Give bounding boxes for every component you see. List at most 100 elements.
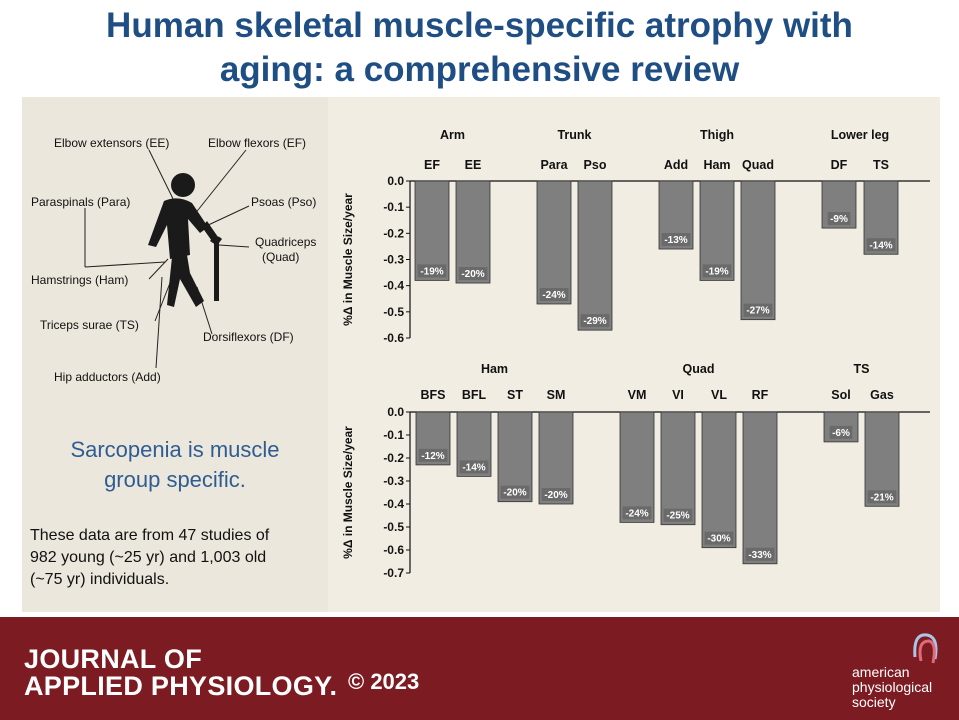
journal-name-line-2: APPLIED PHYSIOLOGY. [24,671,338,701]
publisher-name-line-2: physiological [852,679,933,695]
y-tick-label: -0.7 [383,566,404,580]
data-label-background [418,448,448,462]
data-label-background [458,267,488,281]
data-label-sm: -20% [544,490,567,501]
chart-top-muscle-groups: 0.0 -0.1 -0.2 -0.3 -0.4 -0.5 -0.6 %Δ in Muscle … [341,128,930,345]
data-label-add: -13% [664,235,687,246]
bar-ham [699,180,735,281]
journal-name-line-1: JOURNAL OF [24,644,203,674]
bar-vi [660,411,696,526]
data-label-background [417,264,447,278]
copyright-text: © 2023 [348,669,420,694]
data-label-sol: -6% [832,428,850,439]
bar-vl [701,411,737,549]
bar-pso [577,180,613,331]
category-label-vm: VM [628,388,647,402]
label-paraspinals: Paraspinals (Para) [31,195,131,209]
studies-note-line-1: These data are from 47 studies of [30,527,270,544]
y-tick-label: -0.5 [383,520,404,534]
aps-logo-icon [913,633,938,664]
data-label-background [827,212,851,226]
data-label-background [866,238,896,252]
key-message-line-2: group specific. [104,467,246,492]
bar-rf [742,411,778,565]
data-label-ee: -20% [461,269,484,280]
category-label-sol: Sol [831,388,850,402]
data-label-background [541,488,571,501]
y-tick-label: -0.6 [383,543,404,557]
group-label-arm: Arm [440,128,465,142]
chart-bottom-subgroups: 0.0 -0.1 -0.2 -0.3 -0.4 -0.5 -0.6 -0.7 %Δ in Mus… [341,362,930,580]
category-label-ts: TS [873,158,889,172]
data-label-ef: -19% [420,266,443,277]
y-tick-label: -0.1 [383,200,404,214]
data-label-background [704,531,734,545]
y-tick-label: -0.3 [383,253,404,267]
category-label-ham: Ham [703,158,730,172]
category-label-rf: RF [752,388,769,402]
data-label-background [580,314,610,328]
category-label-st: ST [507,388,523,402]
data-label-bfl: -14% [462,462,485,473]
group-label-ts: TS [854,362,870,376]
bar-ee [455,180,491,284]
category-label-quad: Quad [742,158,774,172]
category-label-ee: EE [465,158,482,172]
publisher-name-line-1: american [852,664,910,680]
publisher-name-line-3: society [852,694,896,710]
y-tick-label: -0.2 [383,451,404,465]
page-title-line-2: aging: a comprehensive review [219,50,740,89]
y-tick-label: -0.6 [383,331,404,345]
y-axis-label: %Δ in Muscle Size/year [341,426,355,559]
data-label-ham: -19% [705,266,728,277]
data-label-vl: -30% [707,534,730,545]
data-label-df: -9% [830,214,848,225]
data-label-vm: -24% [625,508,648,519]
group-label-ham: Ham [481,362,508,376]
data-label-background [622,506,652,520]
elderly-person-illustration [84,149,250,369]
data-label-rf: -33% [748,550,771,561]
data-label-background [663,508,693,522]
category-label-bfl: BFL [462,388,487,402]
bar-para [536,180,572,305]
label-quadriceps-abbr: (Quad) [262,250,300,264]
data-label-bfs: -12% [421,451,444,462]
category-label-sm: SM [547,388,566,402]
category-label-ef: EF [424,158,440,172]
data-label-pso: -29% [583,316,606,327]
y-tick-label: -0.1 [383,428,404,442]
category-label-vl: VL [711,388,727,402]
data-label-vi: -25% [666,511,689,522]
bar-quad [740,180,776,321]
label-hip-adductors: Hip adductors (Add) [54,370,161,384]
label-dorsiflexors: Dorsiflexors (DF) [203,330,294,344]
studies-note-line-3: (~75 yr) individuals. [30,571,170,588]
category-label-add: Add [664,158,688,172]
label-elbow-flexors: Elbow flexors (EF) [208,136,307,150]
footer-bar [0,617,959,720]
category-label-vi: VI [672,388,684,402]
bar-vm [619,411,655,523]
group-label-quad: Quad [683,362,715,376]
data-label-ts: -14% [869,240,892,251]
label-elbow-extensors: Elbow extensors (EE) [54,136,170,150]
y-tick-label: -0.4 [383,279,404,293]
y-tick-label: -0.3 [383,474,404,488]
bar-ef [414,180,450,281]
data-label-background [702,264,732,278]
group-label-lower-leg: Lower leg [831,128,889,142]
y-tick-label: -0.4 [383,497,404,511]
data-label-quad: -27% [746,306,769,317]
page-title-line-1: Human skeletal muscle-specific atrophy w… [106,6,853,45]
category-label-para: Para [540,158,568,172]
label-triceps-surae: Triceps surae (TS) [40,318,139,332]
y-axis-label: %Δ in Muscle Size/year [341,193,355,326]
y-tick-label: -0.2 [383,226,404,240]
data-label-background [539,287,569,301]
label-quadriceps: Quadriceps [255,235,317,249]
data-label-background [745,547,775,561]
category-label-pso: Pso [584,158,607,172]
data-label-st: -20% [503,488,526,499]
studies-note-line-2: 982 young (~25 yr) and 1,003 old [30,549,267,566]
